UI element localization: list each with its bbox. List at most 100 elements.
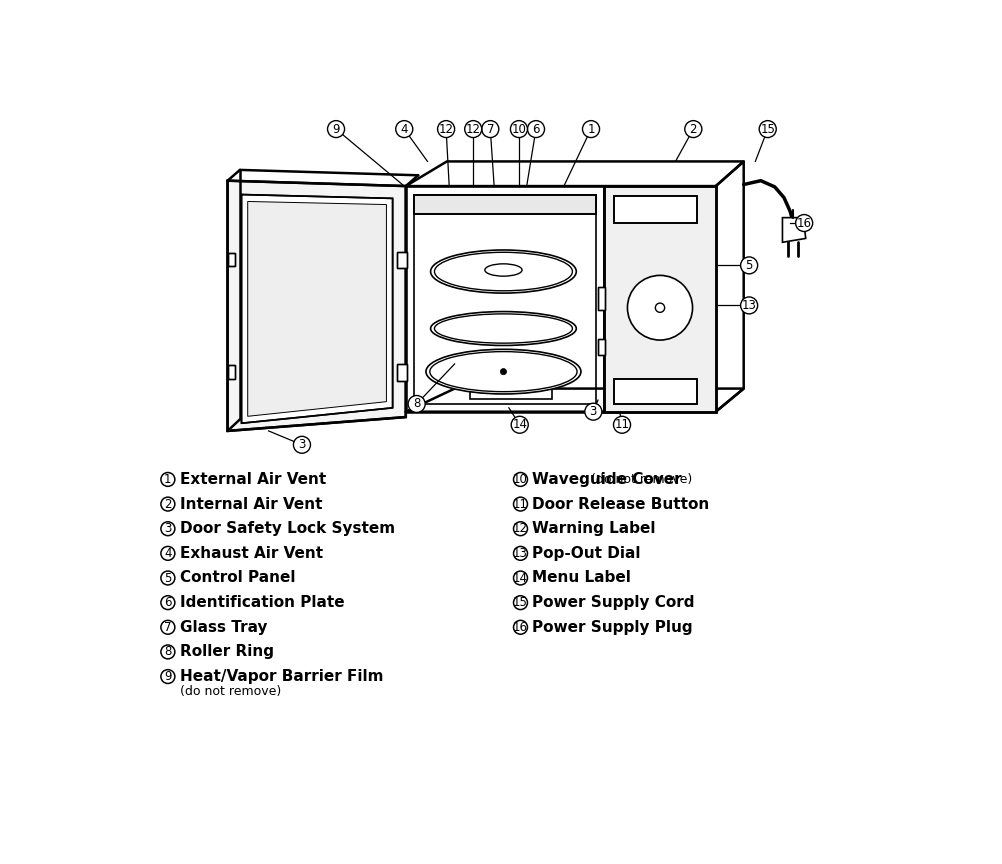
Text: 16: 16 bbox=[513, 620, 528, 634]
Circle shape bbox=[796, 214, 813, 232]
Ellipse shape bbox=[431, 250, 576, 293]
Bar bbox=[397, 251, 407, 269]
Bar bbox=[598, 339, 605, 355]
Text: 12: 12 bbox=[466, 123, 481, 136]
Bar bbox=[613, 379, 697, 404]
Circle shape bbox=[527, 121, 544, 137]
Bar bbox=[406, 186, 604, 411]
Text: External Air Vent: External Air Vent bbox=[179, 472, 326, 487]
Circle shape bbox=[585, 403, 602, 420]
Text: 11: 11 bbox=[513, 498, 528, 511]
Bar bbox=[227, 365, 235, 378]
Bar bbox=[613, 379, 697, 404]
Circle shape bbox=[613, 416, 630, 433]
Polygon shape bbox=[406, 162, 743, 411]
Text: Internal Air Vent: Internal Air Vent bbox=[179, 497, 322, 511]
Text: 15: 15 bbox=[513, 596, 528, 609]
Text: 16: 16 bbox=[797, 217, 812, 230]
Text: 13: 13 bbox=[741, 299, 757, 312]
Text: 7: 7 bbox=[487, 123, 494, 136]
Text: Warning Label: Warning Label bbox=[532, 521, 655, 537]
Bar bbox=[598, 287, 605, 310]
Bar bbox=[598, 339, 605, 355]
Text: 1: 1 bbox=[587, 123, 595, 136]
Bar bbox=[397, 364, 407, 381]
Bar bbox=[227, 253, 235, 266]
Text: 6: 6 bbox=[164, 596, 171, 609]
Circle shape bbox=[511, 416, 528, 433]
Text: 14: 14 bbox=[513, 571, 528, 585]
Text: 12: 12 bbox=[439, 123, 454, 136]
Bar bbox=[613, 196, 697, 223]
Bar bbox=[414, 194, 596, 404]
Text: 2: 2 bbox=[689, 123, 697, 136]
Bar bbox=[470, 384, 551, 398]
Bar bbox=[613, 196, 697, 223]
Text: 1: 1 bbox=[164, 473, 171, 486]
Bar bbox=[604, 186, 715, 411]
Text: 12: 12 bbox=[513, 522, 528, 535]
Text: 10: 10 bbox=[511, 123, 526, 136]
Polygon shape bbox=[241, 194, 393, 423]
Polygon shape bbox=[247, 201, 387, 416]
Text: (do not remove): (do not remove) bbox=[179, 685, 281, 698]
Bar bbox=[397, 251, 407, 269]
Text: Door Release Button: Door Release Button bbox=[532, 497, 709, 511]
Bar bbox=[227, 253, 235, 266]
Text: 3: 3 bbox=[164, 522, 171, 535]
Circle shape bbox=[408, 396, 425, 412]
Text: Glass Tray: Glass Tray bbox=[179, 619, 267, 635]
Text: 3: 3 bbox=[299, 438, 306, 451]
Ellipse shape bbox=[426, 349, 581, 394]
Text: 4: 4 bbox=[401, 123, 408, 136]
Text: Menu Label: Menu Label bbox=[532, 570, 631, 586]
Text: Control Panel: Control Panel bbox=[179, 570, 295, 586]
Circle shape bbox=[328, 121, 345, 137]
Bar bbox=[598, 287, 605, 310]
Circle shape bbox=[510, 121, 527, 137]
Circle shape bbox=[438, 121, 455, 137]
Bar bbox=[604, 186, 715, 411]
Circle shape bbox=[760, 121, 777, 137]
Text: 7: 7 bbox=[164, 620, 171, 634]
Text: Roller Ring: Roller Ring bbox=[179, 645, 274, 659]
Polygon shape bbox=[227, 181, 406, 431]
Text: 11: 11 bbox=[614, 418, 629, 431]
Bar bbox=[227, 365, 235, 378]
Text: Pop-Out Dial: Pop-Out Dial bbox=[532, 546, 640, 561]
Text: 8: 8 bbox=[413, 397, 420, 410]
Text: Power Supply Plug: Power Supply Plug bbox=[532, 619, 692, 635]
Text: 14: 14 bbox=[512, 418, 527, 431]
Polygon shape bbox=[783, 218, 806, 242]
Ellipse shape bbox=[431, 312, 576, 346]
Text: 2: 2 bbox=[164, 498, 171, 511]
Text: Heat/Vapor Barrier Film: Heat/Vapor Barrier Film bbox=[179, 669, 383, 684]
Text: 8: 8 bbox=[164, 645, 171, 658]
Text: Exhaust Air Vent: Exhaust Air Vent bbox=[179, 546, 323, 561]
Text: Waveguide Cover: Waveguide Cover bbox=[532, 472, 681, 487]
Text: 9: 9 bbox=[333, 123, 340, 136]
Ellipse shape bbox=[485, 264, 522, 276]
Circle shape bbox=[740, 257, 758, 274]
Circle shape bbox=[627, 276, 692, 340]
Text: 15: 15 bbox=[761, 123, 776, 136]
Text: Identification Plate: Identification Plate bbox=[179, 595, 344, 610]
Text: 4: 4 bbox=[164, 547, 171, 560]
Text: Power Supply Cord: Power Supply Cord bbox=[532, 595, 694, 610]
Circle shape bbox=[294, 436, 311, 454]
Text: 10: 10 bbox=[513, 473, 528, 486]
Text: 3: 3 bbox=[589, 405, 597, 418]
Bar bbox=[414, 194, 596, 213]
Circle shape bbox=[465, 121, 482, 137]
Circle shape bbox=[684, 121, 701, 137]
Circle shape bbox=[482, 121, 499, 137]
Text: (do not remove): (do not remove) bbox=[591, 473, 692, 486]
Text: 5: 5 bbox=[745, 259, 753, 272]
Text: 9: 9 bbox=[164, 670, 171, 683]
Text: Door Safety Lock System: Door Safety Lock System bbox=[179, 521, 395, 537]
Text: 6: 6 bbox=[532, 123, 540, 136]
Text: 13: 13 bbox=[513, 547, 528, 560]
Bar bbox=[397, 364, 407, 381]
Text: 5: 5 bbox=[164, 571, 171, 585]
Circle shape bbox=[740, 297, 758, 314]
